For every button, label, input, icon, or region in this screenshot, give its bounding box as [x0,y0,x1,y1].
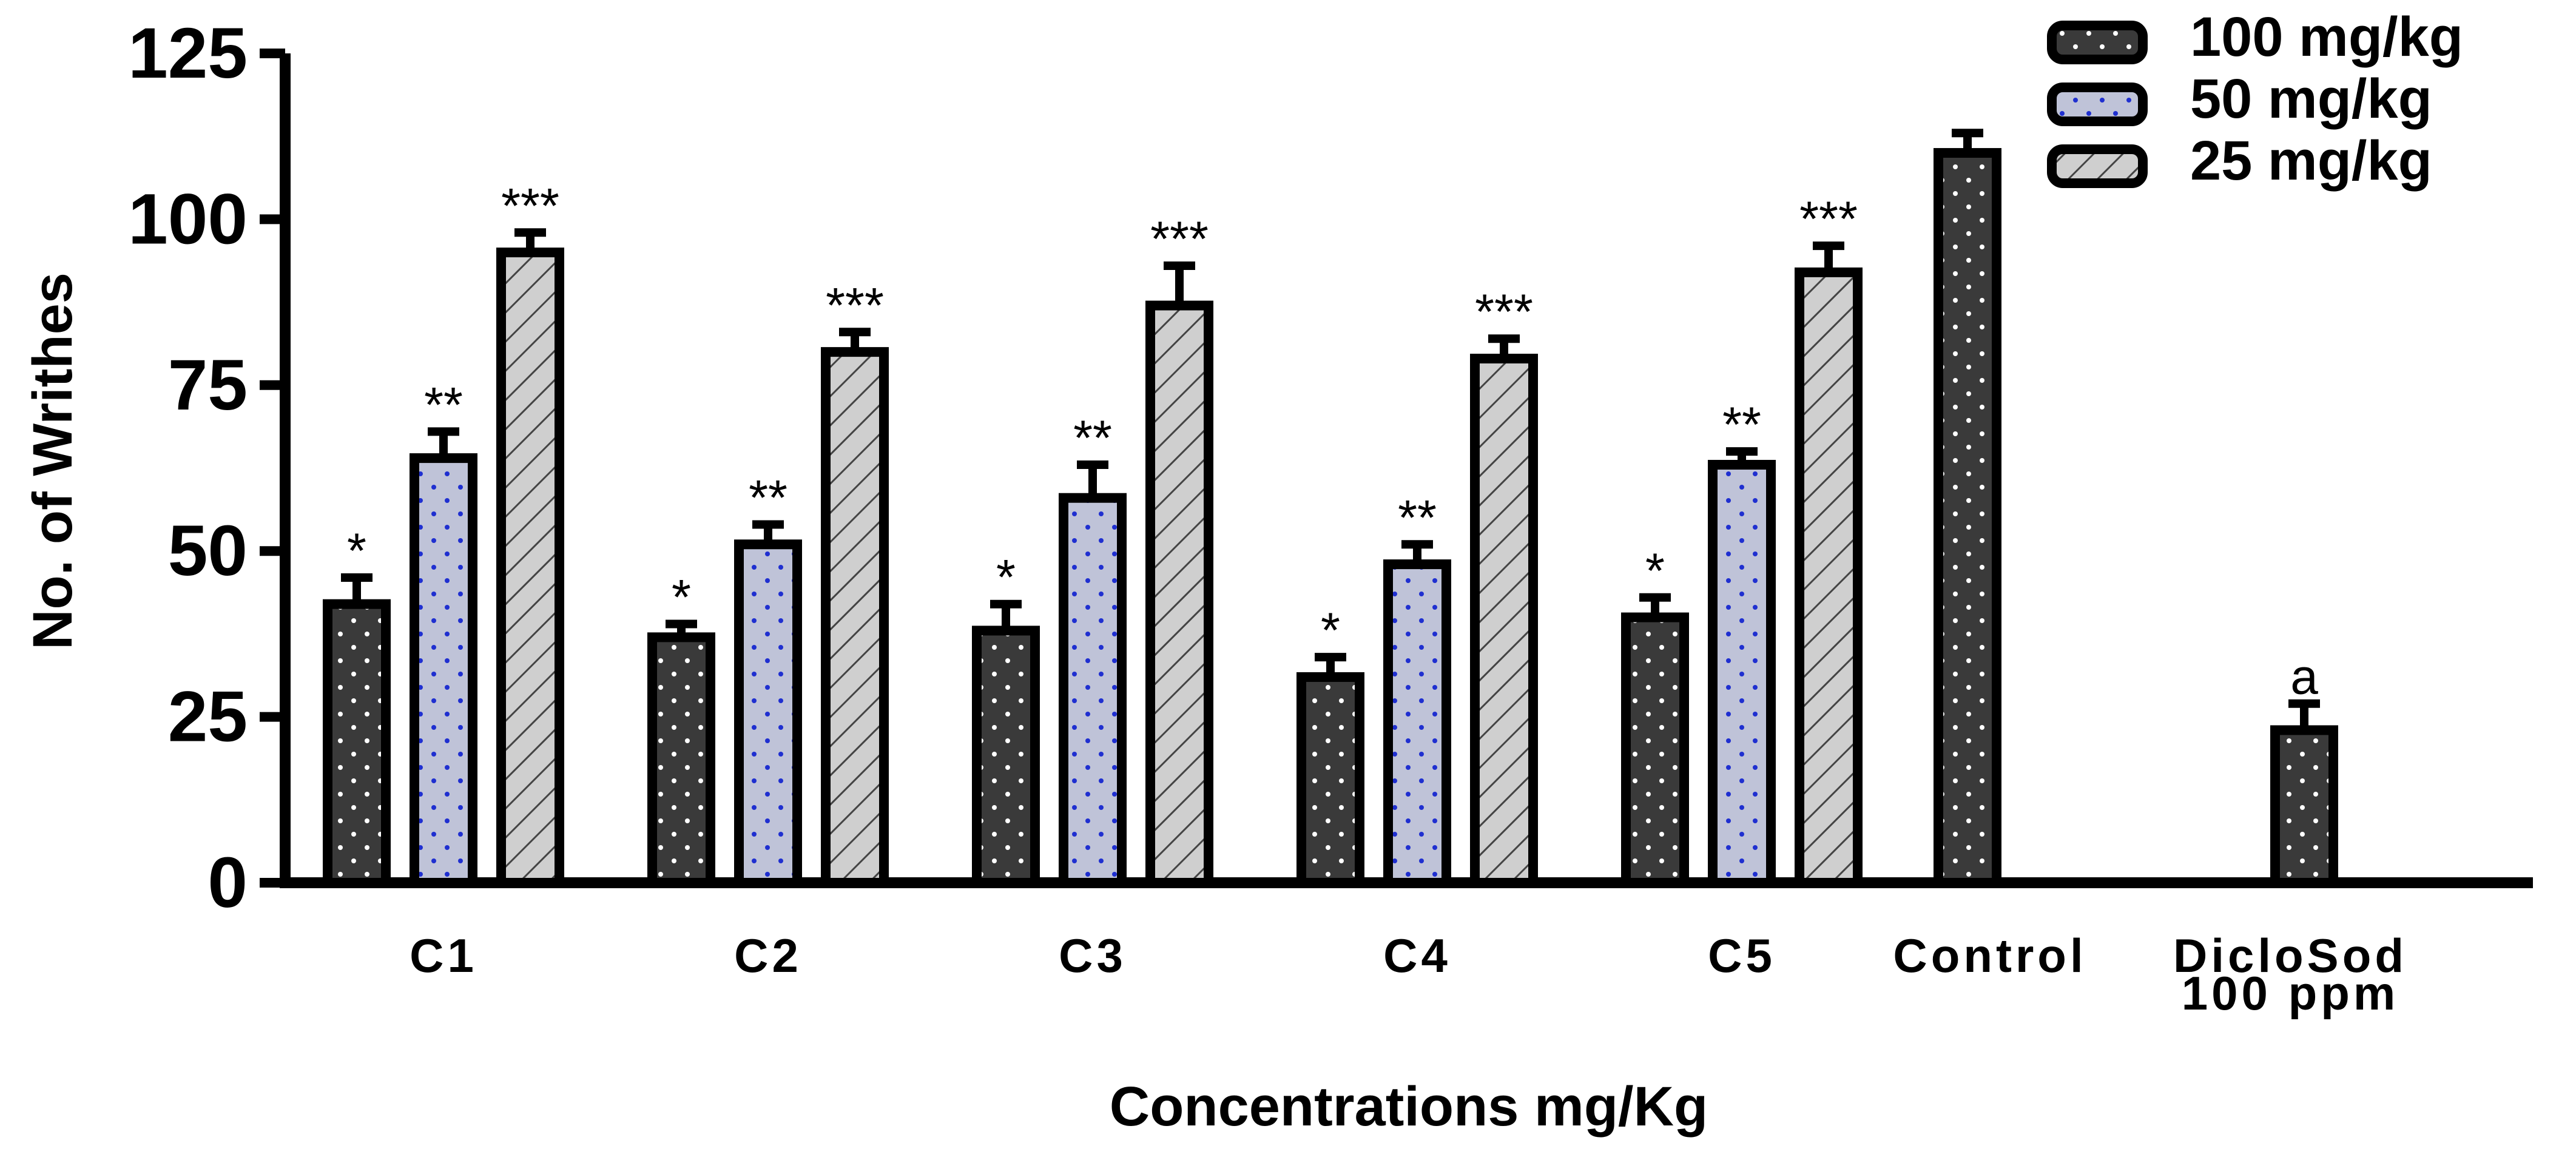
significance-label: * [996,550,1016,605]
significance-label: ** [424,377,463,433]
bar [1621,612,1689,888]
legend-label: 100 mg/kg [2190,6,2463,68]
x-tick-label: Control [1893,929,2086,982]
bar [323,599,391,888]
significance-label: * [347,524,366,579]
bar [1383,559,1451,888]
y-tick-label: 0 [207,843,248,923]
significance-label: ** [749,470,787,525]
significance-label: *** [826,278,884,333]
bars: ******************************a [323,129,2338,888]
bar [821,347,889,888]
significance-label: ** [1073,411,1112,466]
y-tick-label: 125 [128,13,248,93]
legend-label: 50 mg/kg [2190,68,2432,130]
x-tick-label: DicloSod [2173,929,2407,982]
bar [1059,493,1127,888]
x-tick-label: C3 [1059,929,1127,982]
x-axis-title: Concentrations mg/Kg [1110,1076,1708,1138]
bar [734,539,802,888]
bar [2270,725,2338,888]
y-tick-label: 75 [168,345,248,425]
significance-label: *** [501,178,559,234]
x-tick-label: C1 [410,929,477,982]
significance-label: *** [1799,192,1858,247]
significance-label: * [1645,544,1665,599]
x-tick-label: C2 [734,929,802,982]
significance-label: *** [1150,212,1209,267]
bar [410,453,477,888]
bar [1795,267,1863,888]
bar [972,626,1040,888]
y-tick-label: 50 [168,511,248,591]
significance-label: *** [1475,285,1533,340]
significance-label: * [1321,603,1340,658]
significance-label: a [2290,650,2318,705]
y-axis-title: No. of Writhes [22,272,84,650]
y-tick-label: 100 [128,179,248,259]
significance-label: ** [1722,397,1761,453]
bar [1470,354,1538,888]
x-tick-label: C4 [1383,929,1451,982]
x-tick-label: C5 [1708,929,1776,982]
y-tick-label: 25 [168,677,248,757]
significance-label: ** [1398,490,1437,545]
bar [496,248,564,888]
bar [1708,460,1776,888]
x-tick-label: 100 ppm [2182,966,2399,1020]
bar [1934,148,2001,888]
legend-swatch [2047,144,2148,188]
significance-label: * [672,570,691,625]
bar [1145,300,1213,888]
bar [1296,672,1364,888]
legend-swatch [2047,21,2148,64]
legend-swatch [2047,83,2148,126]
legend-label: 25 mg/kg [2190,130,2432,192]
bar [647,632,715,888]
